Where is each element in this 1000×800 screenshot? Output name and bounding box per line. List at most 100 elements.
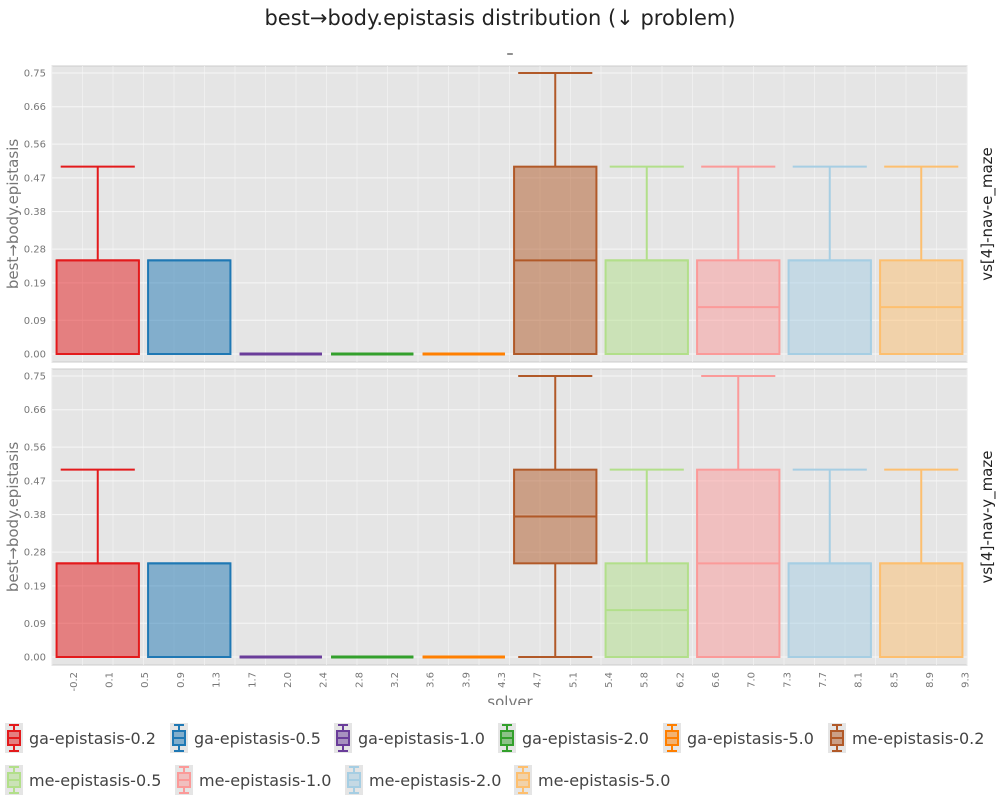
x-tick-label: 6.2 [675,672,686,688]
box-me-epistasis-0.5 [604,468,689,658]
y-tick-label: 0.28 [24,548,46,559]
legend-label: ga-epistasis-2.0 [522,728,649,748]
x-tick-label: -0.2 [69,672,80,692]
legend: ga-epistasis-0.2 ga-epistasis-0.5 ga-epist… [0,710,1000,800]
box-ga-epistasis-0.2 [55,165,140,356]
legend-item-me-epistasis-2.0[interactable]: me-epistasis-2.0 [345,762,501,798]
legend-swatch-icon [498,723,516,753]
x-tick-label: 4.3 [497,672,508,688]
x-tick-label: 0.5 [140,672,151,688]
box-me-epistasis-0.2 [513,375,598,658]
y-tick-label: 0.00 [24,653,46,664]
box-me-epistasis-0.2 [513,72,598,355]
legend-swatch-icon [170,723,188,753]
x-tick-label: 3.2 [390,672,401,688]
legend-swatch-icon [175,765,193,795]
box-me-epistasis-0.5 [604,165,689,356]
box-plot-chart: best→body.epistasis distribution (↓ prob… [4,6,997,711]
legend-item-ga-epistasis-2.0[interactable]: ga-epistasis-2.0 [498,720,649,756]
facet-label: vs[4]-nav-y_maze [978,451,997,584]
x-tick-label: 1.7 [247,672,258,688]
iqr-box [604,259,689,356]
legend-item-ga-epistasis-0.5[interactable]: ga-epistasis-0.5 [170,720,321,756]
legend-swatch-icon [514,765,532,795]
x-tick-label: 7.7 [818,672,829,688]
y-axis-label: best→body.epistasis [4,442,22,593]
x-tick-label: 2.4 [319,672,330,688]
facet-label: vs[4]-nav-e_maze [978,147,997,281]
legend-item-me-epistasis-1.0[interactable]: me-epistasis-1.0 [175,762,331,798]
box-me-epistasis-2.0 [787,468,872,658]
legend-item-me-epistasis-5.0[interactable]: me-epistasis-5.0 [514,762,670,798]
x-tick-label: 8.1 [854,672,865,688]
x-axis-label: solver [487,693,533,705]
x-tick-label: 8.9 [925,672,936,688]
legend-label: me-epistasis-5.0 [538,770,671,790]
y-tick-label: 0.38 [24,510,46,521]
legend-item-me-epistasis-0.2[interactable]: me-epistasis-0.2 [828,720,984,756]
y-tick-label: 0.19 [24,581,46,592]
x-tick-label: 5.1 [568,672,579,688]
y-tick-label: 0.66 [24,405,46,416]
legend-swatch-icon [828,723,846,753]
iqr-box [55,562,140,658]
legend-label: me-epistasis-0.5 [29,770,162,790]
box-me-epistasis-5.0 [879,165,964,356]
legend-swatch-icon [345,765,363,795]
y-tick-label: 0.19 [24,278,46,289]
legend-item-me-epistasis-0.5[interactable]: me-epistasis-0.5 [5,762,161,798]
legend-label: ga-epistasis-1.0 [358,728,485,748]
iqr-box [147,562,232,658]
box-me-epistasis-1.0 [696,165,781,356]
y-tick-label: 0.66 [24,102,46,113]
legend-label: me-epistasis-0.2 [852,728,985,748]
legend-label: me-epistasis-1.0 [199,770,332,790]
x-tick-label: 8.5 [889,672,900,688]
legend-swatch-icon [334,723,352,753]
box-me-epistasis-2.0 [787,165,872,356]
y-tick-label: 0.09 [24,619,46,630]
chart-title: best→body.epistasis distribution (↓ prob… [264,6,735,30]
legend-item-ga-epistasis-5.0[interactable]: ga-epistasis-5.0 [663,720,814,756]
box-me-epistasis-1.0 [696,375,781,658]
y-tick-label: 0.09 [24,316,46,327]
box-ga-epistasis-0.5 [147,259,232,356]
x-tick-label: 5.4 [604,672,615,688]
x-tick-label: 4.7 [533,672,544,688]
legend-label: ga-epistasis-5.0 [687,728,814,748]
iqr-box [879,562,964,658]
x-tick-label: 5.8 [640,672,651,688]
x-tick-label: 3.9 [461,672,472,688]
y-axis-label: best→body.epistasis [4,139,22,290]
x-tick-label: 2.8 [354,672,365,688]
y-tick-label: 0.56 [24,140,46,151]
x-tick-label: 3.6 [426,672,437,688]
legend-item-ga-epistasis-0.2[interactable]: ga-epistasis-0.2 [5,720,156,756]
box-ga-epistasis-0.2 [55,468,140,658]
iqr-box [55,259,140,356]
iqr-box [787,259,872,356]
x-tick-label: 0.9 [176,672,187,688]
x-tick-label: 9.3 [961,672,972,688]
x-tick-label: 2.0 [283,672,294,688]
legend-swatch-icon [5,723,23,753]
y-tick-label: 0.47 [24,173,46,184]
legend-item-ga-epistasis-1.0[interactable]: ga-epistasis-1.0 [334,720,485,756]
y-tick-label: 0.28 [24,245,46,256]
chart-subtitle: – [507,46,514,62]
box-me-epistasis-5.0 [879,468,964,658]
x-tick-label: 7.0 [747,672,758,688]
y-tick-label: 0.56 [24,443,46,454]
y-tick-label: 0.00 [24,350,46,361]
legend-swatch-icon [5,765,23,795]
x-tick-label: 7.3 [782,672,793,688]
legend-label: me-epistasis-2.0 [369,770,502,790]
y-tick-label: 0.75 [24,69,46,80]
iqr-box [787,562,872,658]
box-ga-epistasis-0.5 [147,562,232,658]
x-tick-label: 0.1 [105,672,116,688]
x-tick-label: 6.6 [711,672,722,688]
legend-swatch-icon [663,723,681,753]
x-tick-label: 1.3 [212,672,223,688]
